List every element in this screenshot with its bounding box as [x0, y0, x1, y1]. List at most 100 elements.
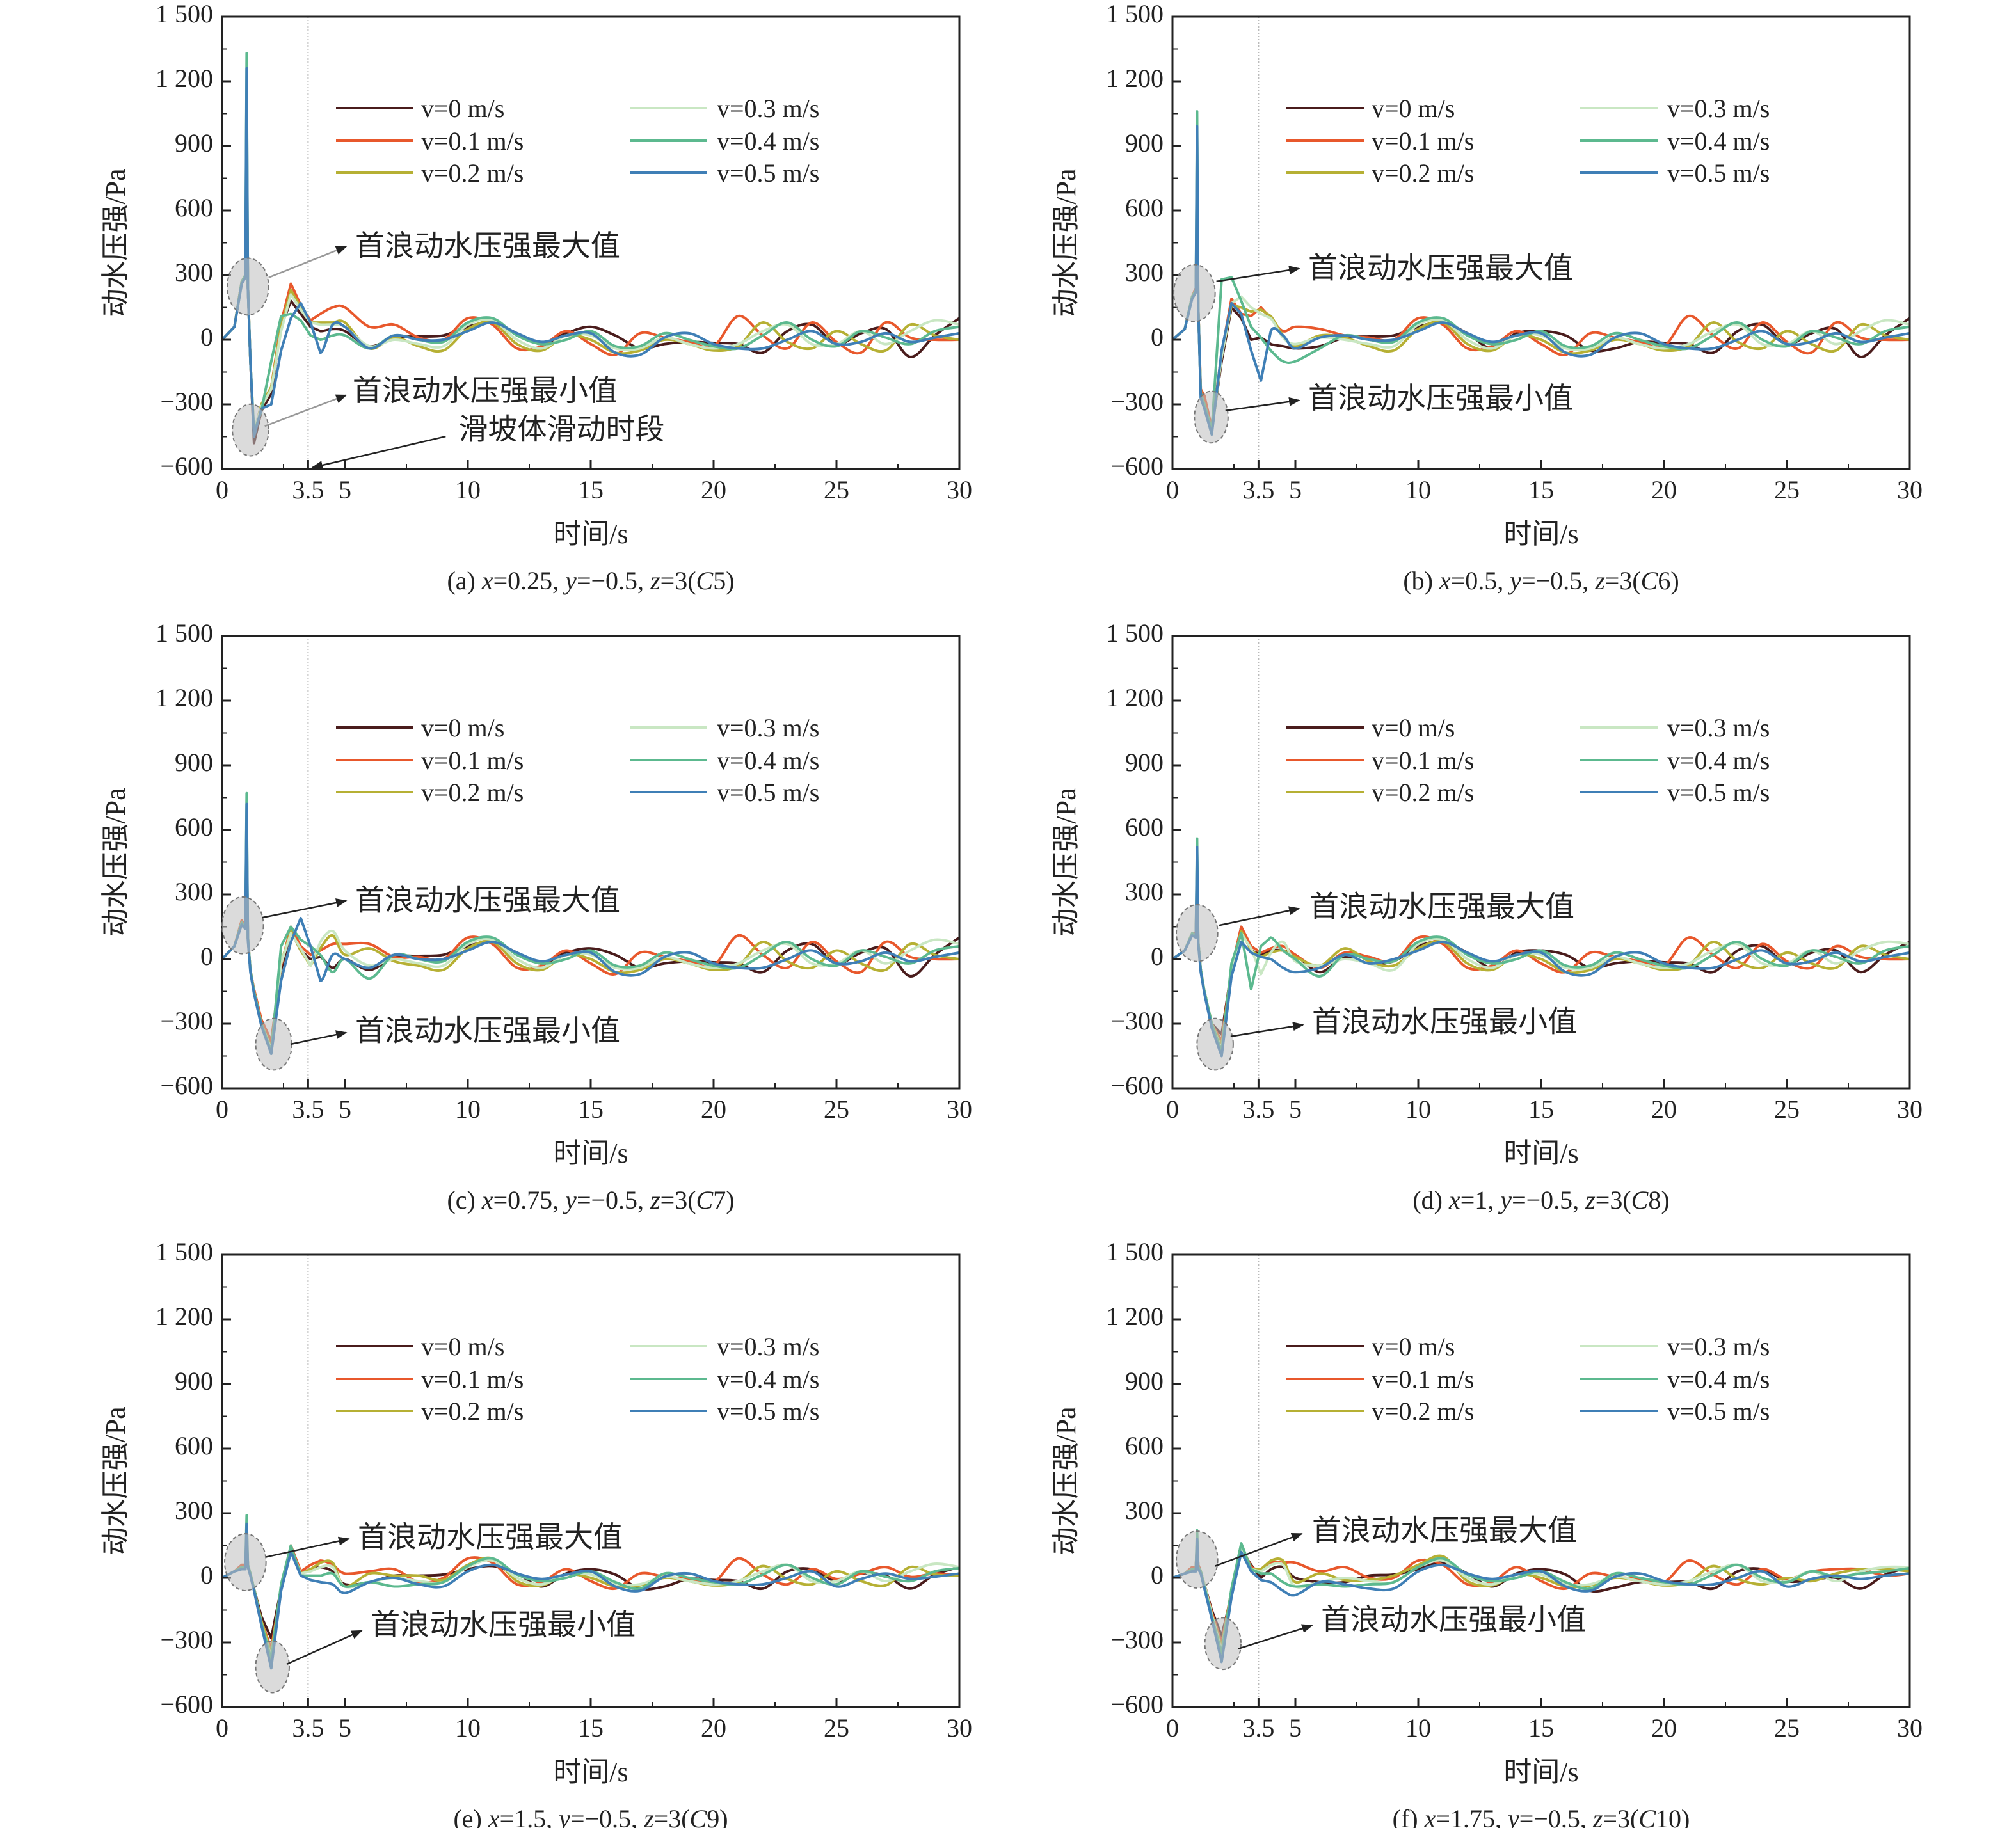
- legend-item: v=0.5 m/s: [1580, 1397, 1770, 1426]
- y-tick-label: 0: [200, 942, 213, 971]
- legend-label: v=0.3 m/s: [717, 1332, 819, 1361]
- arrow-min: [1230, 1022, 1304, 1038]
- x-tick-label: 15: [1528, 1095, 1554, 1124]
- y-tick-label: 600: [175, 1431, 213, 1460]
- series-line-0.1: [1171, 183, 1910, 429]
- y-tick-label: 1 500: [1106, 1237, 1164, 1266]
- series-line-0.5: [1171, 125, 1910, 436]
- x-axis-label: 时间/s: [1503, 1138, 1578, 1169]
- highlight-ellipse-min: [1196, 1017, 1234, 1071]
- plot-frame: [1171, 1253, 1911, 1708]
- arrow-min: [1238, 1624, 1313, 1649]
- series-line-0.5: [221, 67, 960, 438]
- legend-item: v=0.3 m/s: [1580, 1332, 1770, 1361]
- legend-item: v=0.1 m/s: [1286, 1365, 1474, 1394]
- y-tick-label: 300: [175, 1496, 213, 1525]
- legend-item: v=0.5 m/s: [630, 1397, 819, 1426]
- series-line-0.5: [1171, 845, 1910, 1058]
- y-tick-label: 1 200: [156, 1302, 213, 1331]
- y-tick-label: 600: [1125, 193, 1164, 222]
- legend-label: v=0.5 m/s: [1667, 159, 1770, 187]
- series-line-0.5: [221, 1522, 960, 1670]
- annotation-min: 首浪动水压强最小值: [1308, 382, 1573, 415]
- legend-label: v=0.3 m/s: [1667, 1332, 1770, 1361]
- series-group: [1172, 1529, 1910, 1664]
- x-tick-label: 10: [1405, 475, 1431, 504]
- legend-item: v=0.1 m/s: [336, 746, 524, 775]
- panel-caption: (c) x=0.75, y=−0.5, z=3(C7): [447, 1186, 734, 1214]
- y-axis-label: 动水压强/Pa: [1050, 1406, 1082, 1555]
- legend-label: v=0 m/s: [421, 1332, 504, 1361]
- legend-label: v=0.3 m/s: [1667, 713, 1770, 742]
- panel-caption: (b) x=0.5, y=−0.5, z=3(C6): [1403, 566, 1679, 595]
- highlight-ellipse-max: [221, 896, 264, 955]
- x-tick-label: 15: [1528, 475, 1554, 504]
- legend-label: v=0.4 m/s: [1667, 746, 1770, 775]
- legend: v=0 m/s v=0.1 m/s v=0.2 m/s v=0.3 m/s v=0.4 …: [336, 1332, 819, 1426]
- annotation-min: 首浪动水压强最小值: [371, 1609, 636, 1641]
- legend-item: v=0.4 m/s: [1580, 1365, 1770, 1394]
- y-tick-label: −300: [160, 1625, 213, 1654]
- y-tick-label: 600: [1125, 1431, 1164, 1460]
- x-tick-label: 20: [1651, 475, 1677, 504]
- x-tick-label: 5: [1289, 1095, 1302, 1124]
- y-axis-label: 动水压强/Pa: [1050, 168, 1082, 317]
- x-tick-label: 3.5: [1242, 475, 1274, 504]
- x-tick-label: 20: [701, 1095, 726, 1124]
- legend-item: v=0 m/s: [1286, 1332, 1455, 1361]
- y-tick-label: 1 200: [1106, 64, 1164, 93]
- legend-label: v=0 m/s: [1372, 1332, 1455, 1361]
- legend-label: v=0.5 m/s: [1667, 1397, 1770, 1426]
- legend-label: v=0 m/s: [1372, 94, 1455, 123]
- legend-item: v=0.3 m/s: [630, 1332, 819, 1361]
- x-tick-label: 15: [578, 1713, 604, 1742]
- arrow-max: [268, 246, 348, 278]
- y-tick-label: 900: [175, 748, 213, 777]
- arrow-max: [266, 1536, 350, 1558]
- legend-item: v=0.3 m/s: [630, 713, 819, 742]
- x-tick-label: 0: [1166, 1713, 1179, 1742]
- series-line-0.5: [221, 802, 960, 1056]
- x-tick-label: 30: [1897, 475, 1923, 504]
- y-tick-label: 300: [175, 258, 213, 287]
- x-tick-label: 30: [947, 1095, 972, 1124]
- y-tick-label: −300: [1110, 1625, 1164, 1654]
- arrow-max: [1219, 906, 1300, 926]
- legend-label: v=0.2 m/s: [421, 1397, 524, 1426]
- legend-item: v=0.2 m/s: [336, 778, 524, 807]
- y-tick-label: −600: [1110, 1071, 1164, 1100]
- annotation-max: 首浪动水压强最大值: [1309, 891, 1574, 923]
- legend-label: v=0.2 m/s: [421, 778, 524, 807]
- legend-label: v=0.1 m/s: [421, 1365, 524, 1394]
- y-axis-label: 动水压强/Pa: [100, 1406, 131, 1555]
- legend-item: v=0.2 m/s: [1286, 159, 1474, 187]
- y-tick-label: 600: [175, 193, 213, 222]
- y-tick-label: 900: [1125, 1367, 1164, 1395]
- y-tick-label: 1 200: [156, 64, 213, 93]
- annotation-max: 首浪动水压强最大值: [1308, 251, 1573, 284]
- x-tick-label: 20: [701, 1713, 726, 1742]
- series-line-0.1: [221, 829, 960, 1042]
- panel-caption: (a) x=0.25, y=−0.5, z=3(C5): [447, 566, 734, 595]
- highlight-ellipse-max: [224, 1533, 267, 1591]
- x-tick-label: 10: [455, 475, 481, 504]
- x-tick-label: 20: [1651, 1713, 1677, 1742]
- x-axis-label: 时间/s: [1503, 518, 1578, 550]
- y-tick-label: 0: [200, 1561, 213, 1589]
- y-tick-label: 1 500: [156, 1237, 213, 1266]
- legend-label: v=0.4 m/s: [717, 127, 819, 155]
- panel-caption: (d) x=1, y=−0.5, z=3(C8): [1412, 1186, 1669, 1214]
- legend: v=0 m/s v=0.1 m/s v=0.2 m/s v=0.3 m/s v=0.4 …: [1286, 1332, 1770, 1426]
- legend-label: v=0.3 m/s: [717, 713, 819, 742]
- x-tick-label: 25: [1774, 1095, 1800, 1124]
- y-tick-label: 300: [1125, 1496, 1164, 1525]
- x-tick-label: 0: [1166, 475, 1179, 504]
